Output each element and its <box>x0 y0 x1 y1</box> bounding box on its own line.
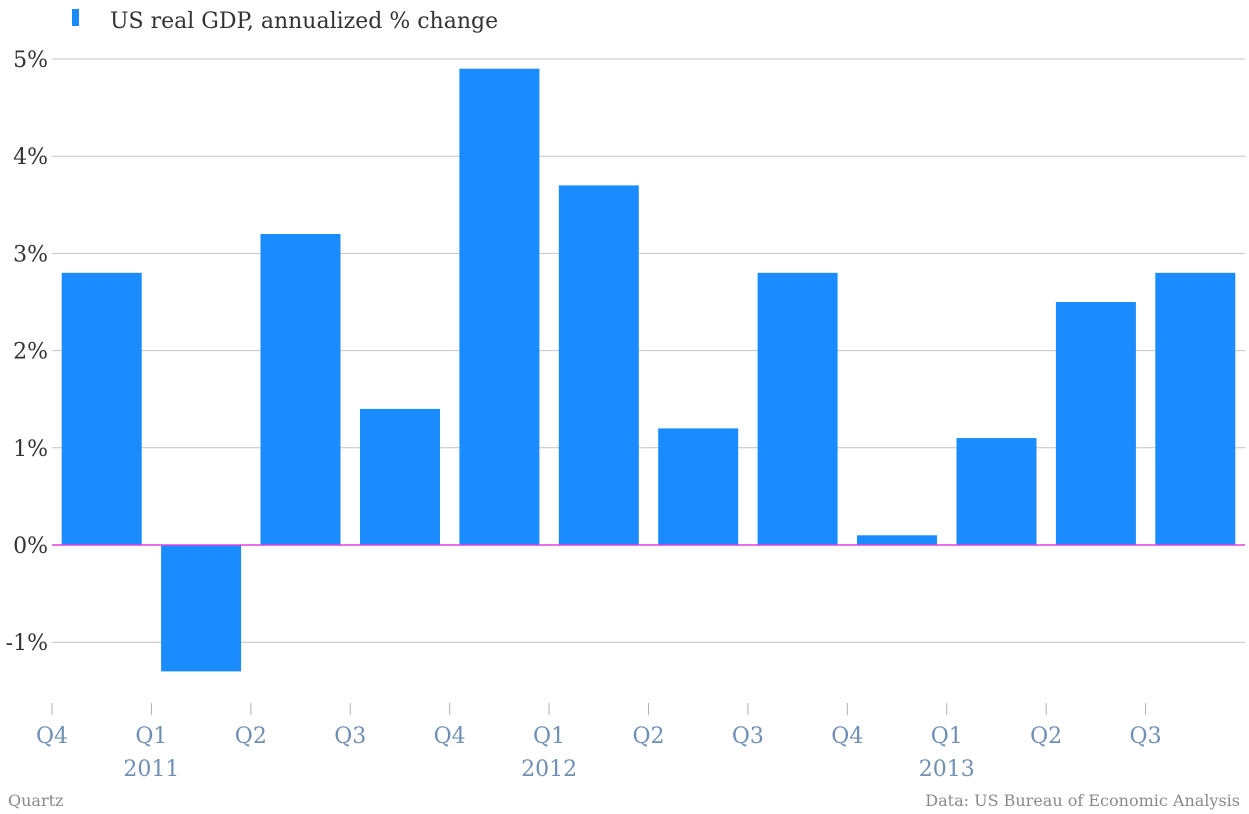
y-tick-label: 3% <box>13 242 48 267</box>
bar-2012-q4 <box>459 68 540 545</box>
x-tick-label: Q2 <box>235 724 267 749</box>
bar-2011-q4 <box>61 272 142 545</box>
x-tick-label: Q3 <box>1130 724 1162 749</box>
x-axis: Q4 Q1 Q2 Q3 Q4 Q1 Q2 Q3 Q4 Q1 Q2 Q3 2011 2012 2013 <box>36 703 1162 782</box>
legend-swatch <box>72 9 79 26</box>
y-tick-label: -1% <box>6 631 48 656</box>
x-tick-label: Q4 <box>36 724 68 749</box>
source-credit: Data: US Bureau of Economic Analysis <box>925 791 1240 810</box>
x-tick-label: Q4 <box>434 724 466 749</box>
bar-2014-q3 <box>1155 272 1236 545</box>
bar-2013-q2 <box>658 428 739 545</box>
bars <box>61 68 1236 672</box>
x-tick-label: Q3 <box>334 724 366 749</box>
bar-2013-q3 <box>757 272 838 545</box>
y-tick-label: 0% <box>13 534 48 559</box>
y-axis-labels: 5% 4% 3% 2% 1% 0% -1% <box>6 48 48 656</box>
bar-2012-q2 <box>260 234 341 545</box>
bar-2012-q1 <box>161 545 242 672</box>
brand-credit: Quartz <box>8 791 63 810</box>
x-tick-label: Q2 <box>632 724 664 749</box>
x-group-label: 2012 <box>521 757 577 782</box>
x-group-label: 2011 <box>123 757 179 782</box>
x-tick-label: Q1 <box>135 724 167 749</box>
x-tick-label: Q1 <box>931 724 963 749</box>
bar-2013-q1 <box>558 185 639 545</box>
bar-2014-q1 <box>956 438 1037 545</box>
x-tick-label: Q1 <box>533 724 565 749</box>
legend: US real GDP, annualized % change <box>72 9 498 34</box>
bar-2013-q4 <box>857 535 937 545</box>
x-tick-label: Q4 <box>831 724 863 749</box>
bar-2012-q3 <box>360 408 440 545</box>
y-tick-label: 4% <box>13 145 48 170</box>
bar-2014-q2 <box>1055 302 1136 545</box>
x-group-label: 2013 <box>919 757 975 782</box>
x-tick-label: Q3 <box>732 724 764 749</box>
y-tick-label: 5% <box>13 48 48 73</box>
y-tick-label: 1% <box>13 437 48 462</box>
y-tick-label: 2% <box>13 340 48 365</box>
gridlines <box>52 58 1245 643</box>
x-tick-label: Q2 <box>1030 724 1062 749</box>
legend-label: US real GDP, annualized % change <box>110 9 498 34</box>
